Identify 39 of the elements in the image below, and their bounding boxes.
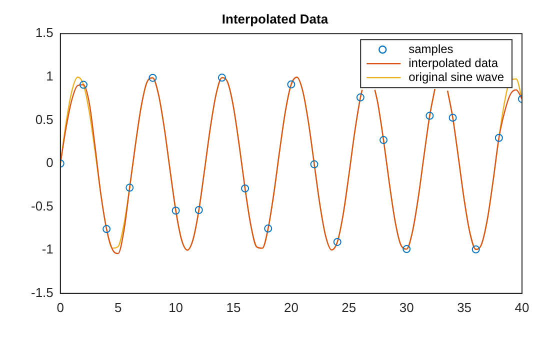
y-tick-label: 1 [46,68,54,84]
y-tick-label: 1.5 [35,25,54,40]
x-tick-label: 35 [457,300,472,315]
point [426,112,434,120]
point [333,238,342,246]
point [310,160,318,168]
x-tick-label: 20 [284,300,298,315]
point [218,74,226,82]
x-tick-label: 5 [114,300,122,315]
x-tick-label: 25 [342,300,356,315]
x-tick-label: 40 [514,300,530,315]
point [79,80,88,89]
point [264,224,272,233]
y-tick-label: 0 [46,155,54,170]
legend-label: interpolated data [408,56,498,70]
legend-label: original sine wave [408,70,504,84]
y-tick-label: -1 [42,242,54,257]
point [241,184,250,192]
point [472,245,480,254]
point [102,225,111,234]
point [287,80,296,88]
point [356,93,364,102]
point [494,134,503,142]
legend-label: samples [408,42,454,56]
x-tick-label: 0 [56,300,64,315]
y-tick-label: -0.5 [30,198,54,214]
x-tick-label: 30 [399,300,414,315]
x-tick-label: 15 [226,300,241,315]
point [172,206,180,215]
x-tick-label: 10 [168,300,184,315]
point [126,184,134,192]
y-tick-label: -1.5 [30,284,54,300]
point [380,136,388,144]
point [402,245,411,254]
point [148,74,157,82]
point [448,114,457,122]
y-tick-label: 0.5 [35,112,54,127]
chart-title: Interpolated Data [222,11,329,26]
point [194,206,203,214]
